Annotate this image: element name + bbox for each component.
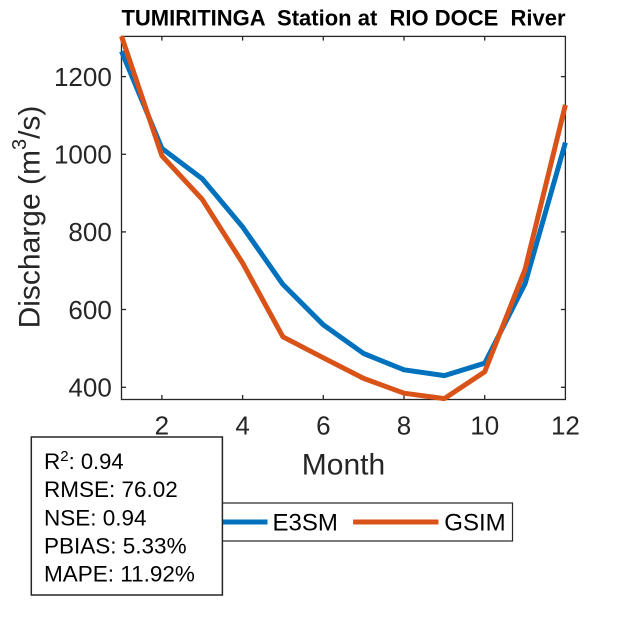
- svg-text:12: 12: [551, 410, 580, 440]
- svg-text:GSIM: GSIM: [444, 510, 505, 537]
- svg-text:800: 800: [68, 217, 111, 247]
- svg-text:Discharge (m3/s): Discharge (m3/s): [9, 106, 47, 329]
- svg-text:NSE: 0.94: NSE: 0.94: [44, 505, 147, 530]
- svg-text:400: 400: [68, 373, 111, 403]
- svg-text:4: 4: [235, 410, 249, 440]
- svg-text:Month: Month: [302, 449, 385, 482]
- svg-text:10: 10: [470, 410, 499, 440]
- svg-text:1000: 1000: [54, 140, 112, 170]
- svg-text:1200: 1200: [54, 62, 112, 92]
- svg-text:MAPE: 11.92%: MAPE: 11.92%: [44, 562, 195, 587]
- svg-text:RMSE: 76.02: RMSE: 76.02: [44, 477, 178, 502]
- svg-text:E3SM: E3SM: [273, 510, 338, 537]
- svg-text:2: 2: [155, 410, 169, 440]
- svg-text:8: 8: [397, 410, 411, 440]
- svg-text:6: 6: [316, 410, 330, 440]
- svg-text:PBIAS: 5.33%: PBIAS: 5.33%: [44, 533, 187, 558]
- svg-text:R2: 0.94: R2: 0.94: [44, 448, 124, 474]
- svg-text:TUMIRITINGA Station at RIO D: TUMIRITINGA Station at RIO DOCE River: [121, 6, 566, 31]
- svg-text:600: 600: [68, 295, 111, 325]
